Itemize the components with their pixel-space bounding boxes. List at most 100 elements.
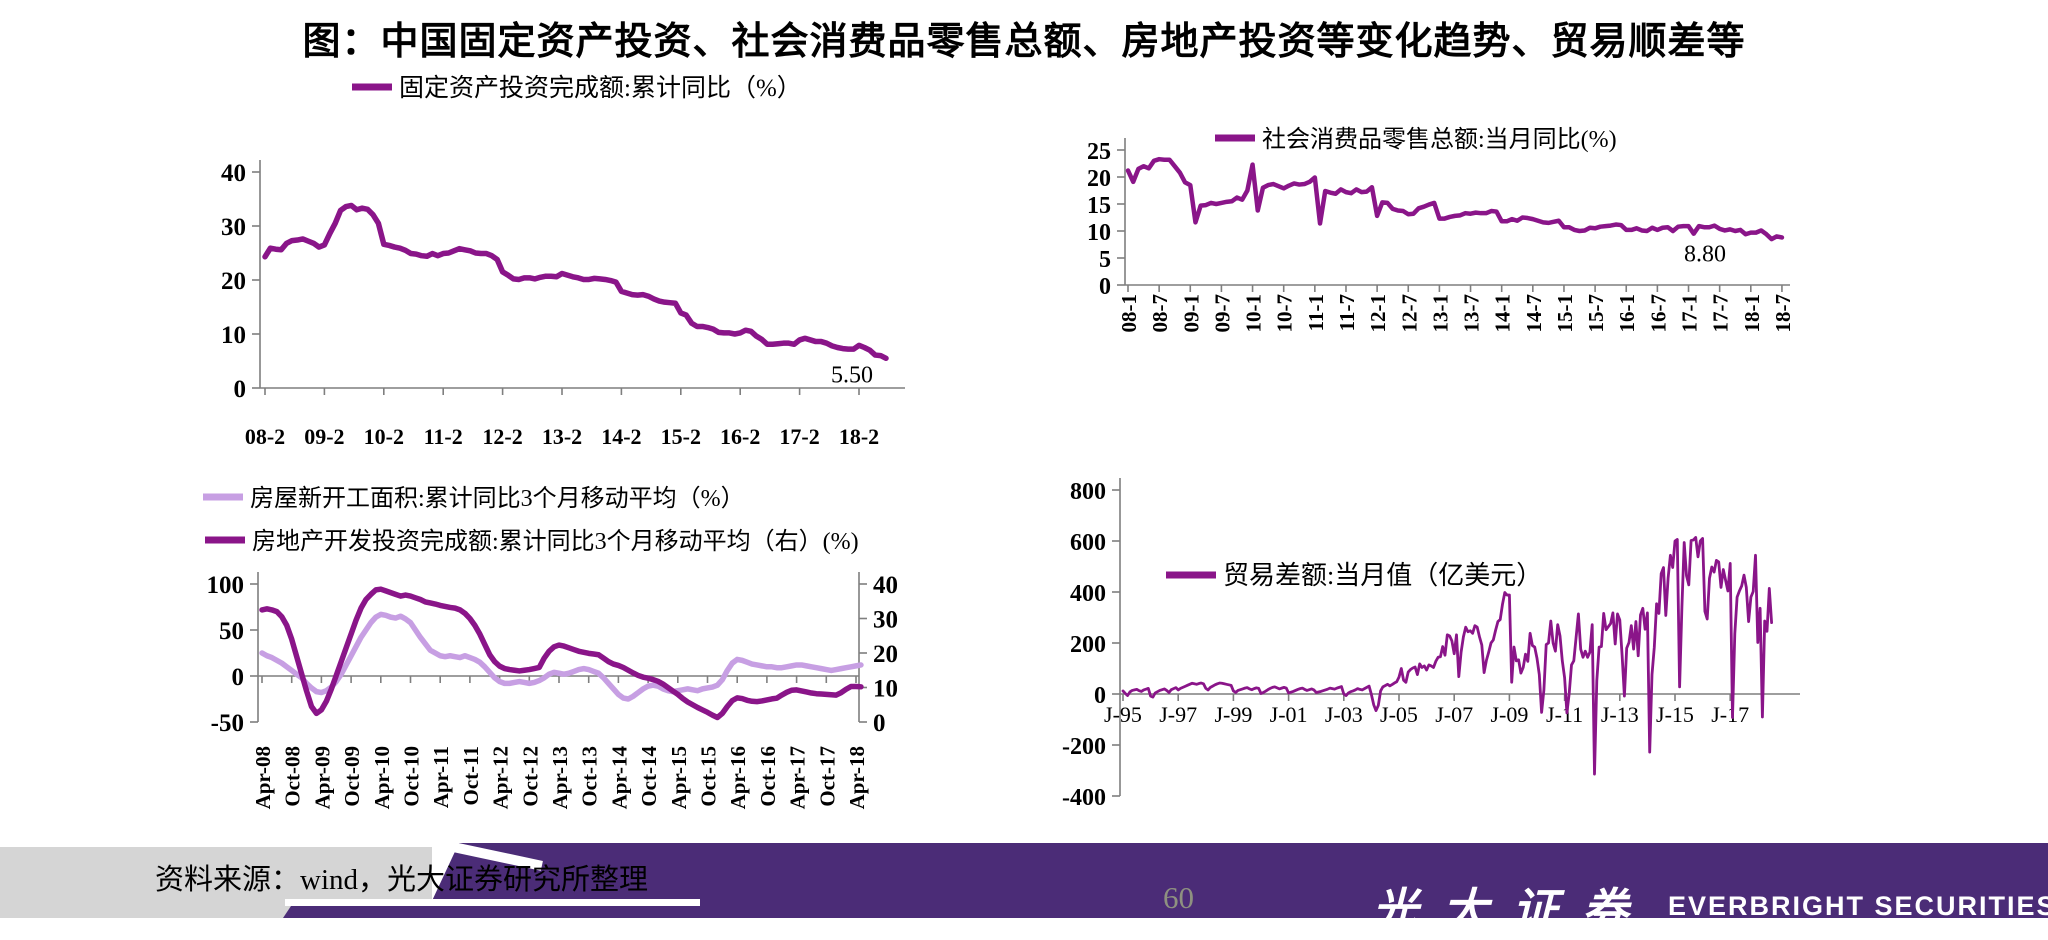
legend-label: 固定资产投资完成额:累计同比（%） xyxy=(399,74,802,102)
everbright-logo-en: EVERBRIGHT SECURITIES xyxy=(1668,891,2048,921)
series-line-realestate-0 xyxy=(259,611,864,702)
x-tick-label: 08-7 xyxy=(1148,294,1172,333)
y-tick-label: -50 xyxy=(211,710,244,737)
legend-label: 房地产开发投资完成额:累计同比3个月移动平均（右）(%) xyxy=(252,528,859,555)
x-tick-label: J-07 xyxy=(1435,702,1473,727)
y-tick-label: 0 xyxy=(1094,683,1106,709)
x-tick-label: Apr-16 xyxy=(726,746,750,809)
x-tick-label: J-17 xyxy=(1711,702,1749,727)
x-tick-label: Apr-13 xyxy=(548,746,572,809)
x-tick-label: Oct-17 xyxy=(815,746,839,807)
y-tick-label: 600 xyxy=(1070,530,1106,556)
y-tick-label: -400 xyxy=(1062,785,1106,811)
y-right-tick-label: 10 xyxy=(873,676,898,703)
series-line-retail-0 xyxy=(1125,156,1785,242)
y-right-tick-label: 0 xyxy=(873,710,886,737)
x-tick-label: J-09 xyxy=(1490,702,1528,727)
y-tick-label: -200 xyxy=(1062,734,1106,760)
y-tick-label: 800 xyxy=(1070,479,1106,505)
everbright-logo-cn: 光大证券 xyxy=(1372,885,1652,936)
x-tick-label: 18-2 xyxy=(839,424,879,449)
x-tick-label: 14-1 xyxy=(1491,294,1515,333)
x-tick-label: 10-1 xyxy=(1242,294,1266,333)
x-tick-label: 09-2 xyxy=(304,424,344,449)
y-tick-label: 0 xyxy=(1099,274,1111,300)
y-tick-label: 50 xyxy=(219,618,244,645)
x-tick-label: 10-2 xyxy=(364,424,404,449)
x-tick-label: J-97 xyxy=(1159,702,1197,727)
x-tick-label: 13-7 xyxy=(1460,294,1484,333)
x-tick-label: 17-2 xyxy=(779,424,819,449)
y-tick-label: 200 xyxy=(1070,632,1106,658)
x-tick-label: Apr-10 xyxy=(370,746,394,809)
y-tick-label: 40 xyxy=(221,160,246,187)
x-tick-label: Oct-15 xyxy=(697,746,721,807)
legend-label: 房屋新开工面积:累计同比3个月移动平均（%） xyxy=(250,485,745,512)
y-right-tick-label: 30 xyxy=(873,607,898,634)
x-tick-label: Oct-12 xyxy=(518,746,542,807)
x-tick-label: J-99 xyxy=(1214,702,1252,727)
x-tick-label: 13-1 xyxy=(1428,294,1452,333)
x-tick-label: Apr-11 xyxy=(429,746,453,808)
x-tick-label: 11-7 xyxy=(1335,294,1359,331)
y-tick-label: 10 xyxy=(1087,220,1111,246)
y-tick-label: 100 xyxy=(207,572,245,599)
series-line-fai-0 xyxy=(262,202,889,362)
x-tick-label: J-95 xyxy=(1104,702,1142,727)
y-tick-label: 15 xyxy=(1087,193,1111,219)
footer-swoosh-gap xyxy=(285,899,700,906)
legend-label: 社会消费品零售总额:当月同比(%) xyxy=(1262,126,1617,153)
y-tick-label: 0 xyxy=(232,664,245,691)
data-point-label: 5.50 xyxy=(831,362,873,388)
x-tick-label: Apr-14 xyxy=(607,746,631,810)
series-line-trade-0 xyxy=(1121,536,1773,776)
series-line-realestate-1 xyxy=(259,586,864,721)
y-tick-label: 10 xyxy=(221,322,246,349)
x-tick-label: 11-1 xyxy=(1304,294,1328,331)
x-tick-label: J-15 xyxy=(1656,702,1694,727)
x-tick-label: 18-7 xyxy=(1771,294,1795,333)
x-tick-label: Oct-14 xyxy=(637,746,661,807)
data-point-label: 8.80 xyxy=(1684,241,1726,267)
x-tick-label: Apr-15 xyxy=(667,746,691,809)
x-tick-label: J-03 xyxy=(1325,702,1363,727)
page-number: 60 xyxy=(1163,880,1194,915)
x-tick-label: 15-2 xyxy=(661,424,701,449)
x-tick-label: J-01 xyxy=(1270,702,1308,727)
x-tick-label: J-11 xyxy=(1546,702,1583,727)
x-tick-label: Oct-08 xyxy=(281,746,305,807)
y-right-tick-label: 20 xyxy=(873,641,898,668)
x-tick-label: 09-7 xyxy=(1210,294,1234,333)
x-tick-label: 11-2 xyxy=(424,424,463,449)
x-tick-label: Apr-17 xyxy=(786,746,810,809)
page-title: 图：中国固定资产投资、社会消费品零售总额、房地产投资等变化趋势、贸易顺差等 xyxy=(302,21,1746,63)
x-tick-label: 14-7 xyxy=(1522,294,1546,333)
x-tick-label: Apr-08 xyxy=(251,746,275,809)
x-tick-label: Oct-10 xyxy=(400,746,424,807)
x-tick-label: Oct-13 xyxy=(578,746,602,807)
source-text: 资料来源：wind，光大证券研究所整理 xyxy=(155,864,649,896)
y-tick-label: 30 xyxy=(221,214,246,241)
y-tick-label: 0 xyxy=(234,376,247,403)
x-tick-label: 16-2 xyxy=(720,424,760,449)
x-tick-label: 12-1 xyxy=(1366,294,1390,333)
x-tick-label: 10-7 xyxy=(1273,294,1297,333)
y-tick-label: 20 xyxy=(221,268,246,295)
x-tick-label: 15-7 xyxy=(1584,294,1608,333)
y-tick-label: 5 xyxy=(1099,247,1111,273)
footer-swoosh-wedge xyxy=(283,906,703,918)
x-tick-label: 09-1 xyxy=(1179,294,1203,333)
x-tick-label: 13-2 xyxy=(542,424,582,449)
x-tick-label: Oct-16 xyxy=(756,746,780,807)
y-tick-label: 20 xyxy=(1087,166,1111,192)
y-tick-label: 25 xyxy=(1087,139,1111,165)
y-right-tick-label: 40 xyxy=(873,572,898,599)
legend-label: 贸易差额:当月值（亿美元） xyxy=(1223,561,1542,590)
x-tick-label: 14-2 xyxy=(601,424,641,449)
x-tick-label: 12-2 xyxy=(482,424,522,449)
x-tick-label: 15-1 xyxy=(1553,294,1577,333)
x-tick-label: J-05 xyxy=(1380,702,1418,727)
x-tick-label: Apr-18 xyxy=(845,746,869,809)
x-tick-label: 16-7 xyxy=(1646,294,1670,333)
